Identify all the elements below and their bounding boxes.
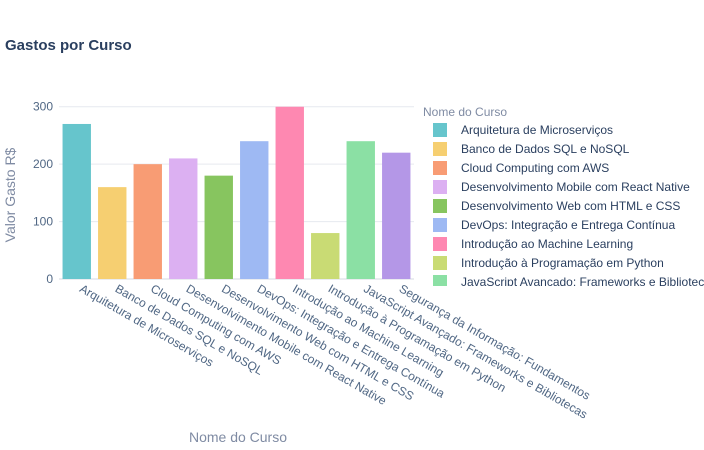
legend-item-label[interactable]: Segurança da Informação: Fundamentos — [461, 294, 679, 308]
legend-swatch — [433, 275, 447, 286]
bar[interactable] — [62, 123, 91, 279]
y-tick-label: 300 — [33, 100, 53, 114]
legend-swatch — [433, 256, 447, 270]
legend-item-label[interactable]: Arquitetura de Microserviços — [461, 123, 613, 137]
legend-swatch — [433, 123, 447, 137]
y-tick-label: 0 — [46, 272, 53, 286]
bar[interactable] — [346, 141, 375, 279]
legend-swatch — [433, 218, 447, 232]
bars — [62, 106, 411, 279]
y-tick-label: 100 — [33, 215, 53, 229]
bar[interactable] — [240, 141, 269, 279]
y-axis-title: Valor Gasto R$ — [2, 147, 18, 242]
legend-swatch — [433, 180, 447, 194]
bar[interactable] — [382, 152, 411, 279]
legend-swatch — [433, 142, 447, 156]
bar[interactable] — [275, 106, 304, 279]
legend-item-label[interactable]: DevOps: Integração e Entrega Contínua — [461, 218, 675, 232]
bar[interactable] — [98, 187, 127, 279]
legend-item-label[interactable]: Introdução à Programação em Python — [461, 256, 664, 270]
y-axis-ticks: 0 100 200 300 — [33, 100, 53, 286]
bar[interactable] — [133, 164, 162, 279]
chart-title: Gastos por Curso — [5, 37, 132, 54]
legend-item-label[interactable]: JavaScript Avançado: Frameworks e Biblio… — [461, 275, 704, 289]
legend-title: Nome do Curso — [423, 105, 507, 119]
legend-swatch — [433, 199, 447, 213]
y-tick-label: 200 — [33, 157, 53, 171]
x-axis-title: Nome do Curso — [189, 429, 287, 445]
legend-item-label[interactable]: Cloud Computing com AWS — [461, 161, 609, 175]
legend-item-label[interactable]: Desenvolvimento Mobile com React Native — [461, 180, 690, 194]
legend-item-label[interactable]: Banco de Dados SQL e NoSQL — [461, 142, 630, 156]
bar[interactable] — [204, 175, 233, 279]
legend-item-label[interactable]: Introdução ao Machine Learning — [461, 237, 633, 251]
legend-swatch — [433, 237, 447, 251]
legend[interactable]: Arquitetura de Microserviços Banco de Dad… — [433, 123, 704, 308]
legend-swatch — [433, 161, 447, 175]
bar[interactable] — [311, 233, 340, 279]
bar[interactable] — [169, 158, 198, 279]
legend-item-label[interactable]: Desenvolvimento Web com HTML e CSS — [461, 199, 680, 213]
